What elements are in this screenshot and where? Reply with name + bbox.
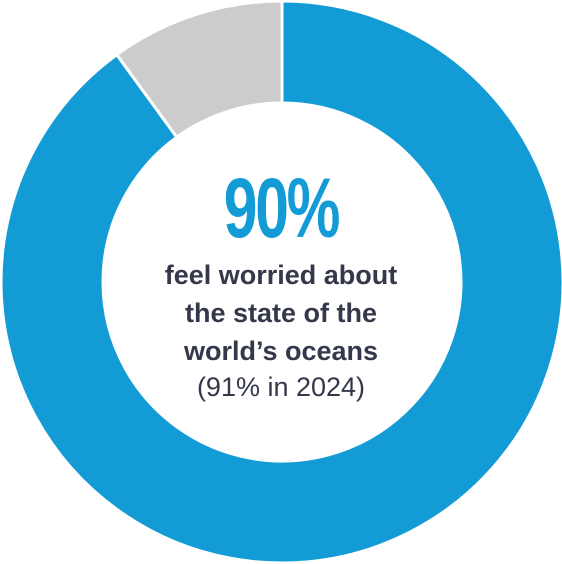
caption-line-1: feel worried about <box>164 260 398 290</box>
donut-slice-remainder <box>114 0 284 140</box>
caption-line-2: the state of the <box>184 298 378 328</box>
headline-stat: 90% <box>223 161 341 255</box>
caption-line-3: world’s oceans <box>183 336 379 366</box>
stat-caption: feel worried about the state of the worl… <box>100 256 462 370</box>
previous-year-comparison: (91% in 2024) <box>196 372 366 402</box>
